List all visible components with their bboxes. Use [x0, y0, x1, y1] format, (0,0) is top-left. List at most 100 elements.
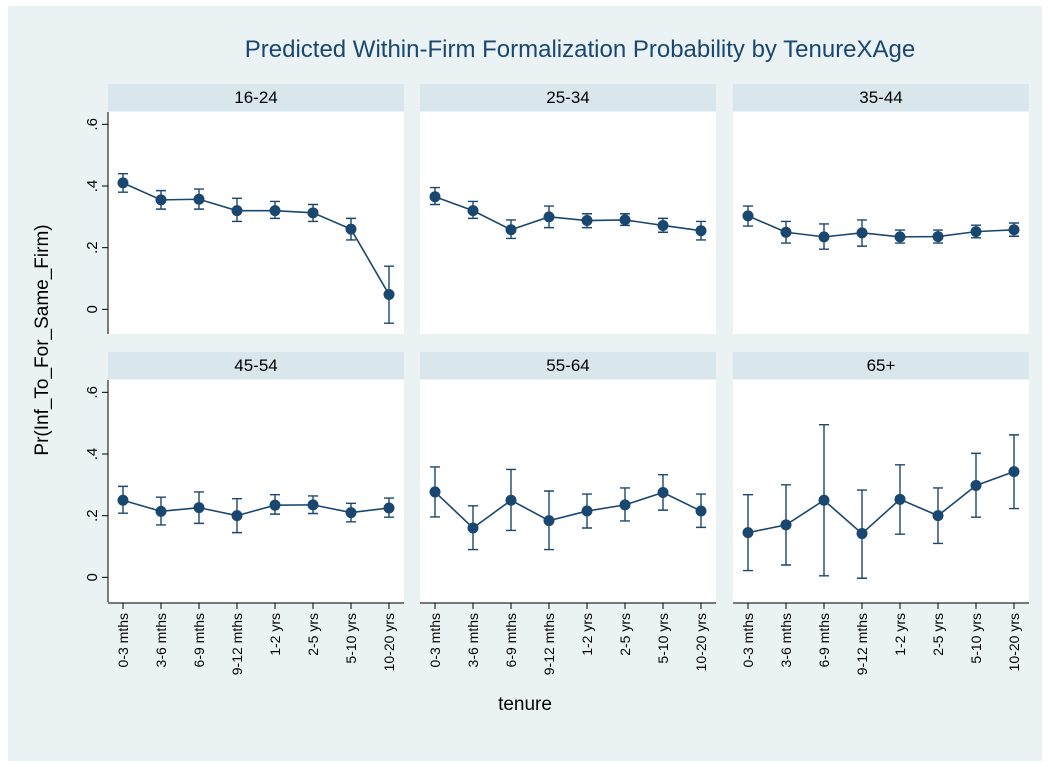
x-tick-label: 10-20 yrs [381, 613, 397, 671]
data-point [742, 527, 754, 539]
data-point [818, 231, 830, 243]
x-tick-label: 5-10 yrs [968, 613, 984, 664]
panel-title: 25-34 [546, 88, 589, 107]
data-point [345, 507, 357, 519]
strip-background [108, 352, 404, 379]
data-point [856, 528, 868, 540]
y-tick-label: .6 [84, 118, 101, 131]
x-tick-label: 9-12 mths [854, 613, 870, 675]
y-tick-label: .2 [84, 241, 101, 254]
series-line [747, 470, 1015, 535]
data-point [193, 502, 205, 514]
x-tick-label: 10-20 yrs [693, 613, 709, 671]
data-point [117, 494, 129, 506]
data-point [932, 231, 944, 243]
x-tick-label: 5-10 yrs [343, 613, 359, 664]
x-tick-label: 3-6 mths [153, 613, 169, 667]
data-point [742, 210, 754, 222]
strip-background [420, 352, 716, 379]
plot-area [420, 112, 716, 334]
panel-title: 16-24 [234, 88, 277, 107]
x-tick-label: 6-9 mths [816, 613, 832, 667]
data-point [383, 289, 395, 301]
series-line [434, 196, 702, 232]
x-tick-label: 6-9 mths [503, 613, 519, 667]
data-point [155, 194, 167, 206]
x-tick-label: 9-12 mths [229, 613, 245, 675]
data-point [193, 193, 205, 205]
data-point [619, 499, 631, 511]
data-point [429, 486, 441, 498]
y-tick-label: .2 [84, 509, 101, 522]
x-tick-label: 0-3 mths [740, 613, 756, 667]
data-point [695, 505, 707, 517]
data-point [383, 502, 395, 514]
strip-background [420, 84, 716, 111]
data-point [543, 515, 555, 527]
data-point [307, 499, 319, 511]
data-point [894, 493, 906, 505]
x-tick-label: 2-5 yrs [617, 613, 633, 656]
strip-background [108, 84, 404, 111]
plot-area [420, 380, 716, 602]
x-tick-label: 5-10 yrs [655, 613, 671, 664]
y-tick-label: 0 [84, 305, 101, 313]
data-point [155, 505, 167, 517]
data-point [619, 214, 631, 226]
data-point [467, 522, 479, 534]
data-point [429, 191, 441, 203]
data-point [818, 494, 830, 506]
x-tick-label: 0-3 mths [427, 613, 443, 667]
data-point [581, 505, 593, 517]
y-tick-label: 0 [84, 573, 101, 581]
plot-area [733, 380, 1029, 602]
y-tick-label: .4 [84, 448, 101, 461]
x-tick-label: 3-6 mths [465, 613, 481, 667]
data-point [695, 225, 707, 237]
x-tick-label: 2-5 yrs [305, 613, 321, 656]
series-line [747, 215, 1015, 238]
plot-area [108, 112, 404, 334]
x-tick-label: 1-2 yrs [579, 613, 595, 656]
data-point [932, 510, 944, 522]
x-axis-label: tenure [498, 694, 552, 715]
data-point [1008, 466, 1020, 478]
x-tick-label: 2-5 yrs [930, 613, 946, 656]
panel-title: 35-44 [859, 88, 902, 107]
x-tick-label: 0-3 mths [115, 613, 131, 667]
series-line [434, 491, 702, 530]
data-point [543, 211, 555, 223]
x-tick-label: 3-6 mths [778, 613, 794, 667]
data-point [894, 231, 906, 243]
data-point [657, 487, 669, 499]
x-tick-label: 1-2 yrs [267, 613, 283, 656]
data-point [657, 219, 669, 231]
plot-area [733, 112, 1029, 334]
y-axis-label: Pr(Inf_To_For_Same_Firm) [32, 224, 53, 455]
data-point [345, 223, 357, 235]
data-point [505, 494, 517, 506]
data-point [269, 205, 281, 217]
chart-title: Predicted Within-Firm Formalization Prob… [245, 36, 916, 63]
data-point [581, 215, 593, 227]
panel-title: 55-64 [546, 356, 589, 375]
x-tick-label: 6-9 mths [191, 613, 207, 667]
x-tick-label: 10-20 yrs [1006, 613, 1022, 671]
series-line [122, 182, 390, 295]
strip-background [733, 84, 1029, 111]
data-point [231, 510, 243, 522]
strip-background [733, 352, 1029, 379]
y-tick-label: .6 [84, 386, 101, 399]
y-tick-label: .4 [84, 180, 101, 193]
x-tick-label: 9-12 mths [541, 613, 557, 675]
data-point [780, 226, 792, 238]
data-point [307, 207, 319, 219]
data-point [505, 224, 517, 236]
plot-area [108, 380, 404, 602]
data-point [970, 226, 982, 238]
panel-title: 45-54 [234, 356, 277, 375]
data-point [117, 177, 129, 189]
panel-title: 65+ [867, 356, 896, 375]
series-line [122, 499, 390, 517]
